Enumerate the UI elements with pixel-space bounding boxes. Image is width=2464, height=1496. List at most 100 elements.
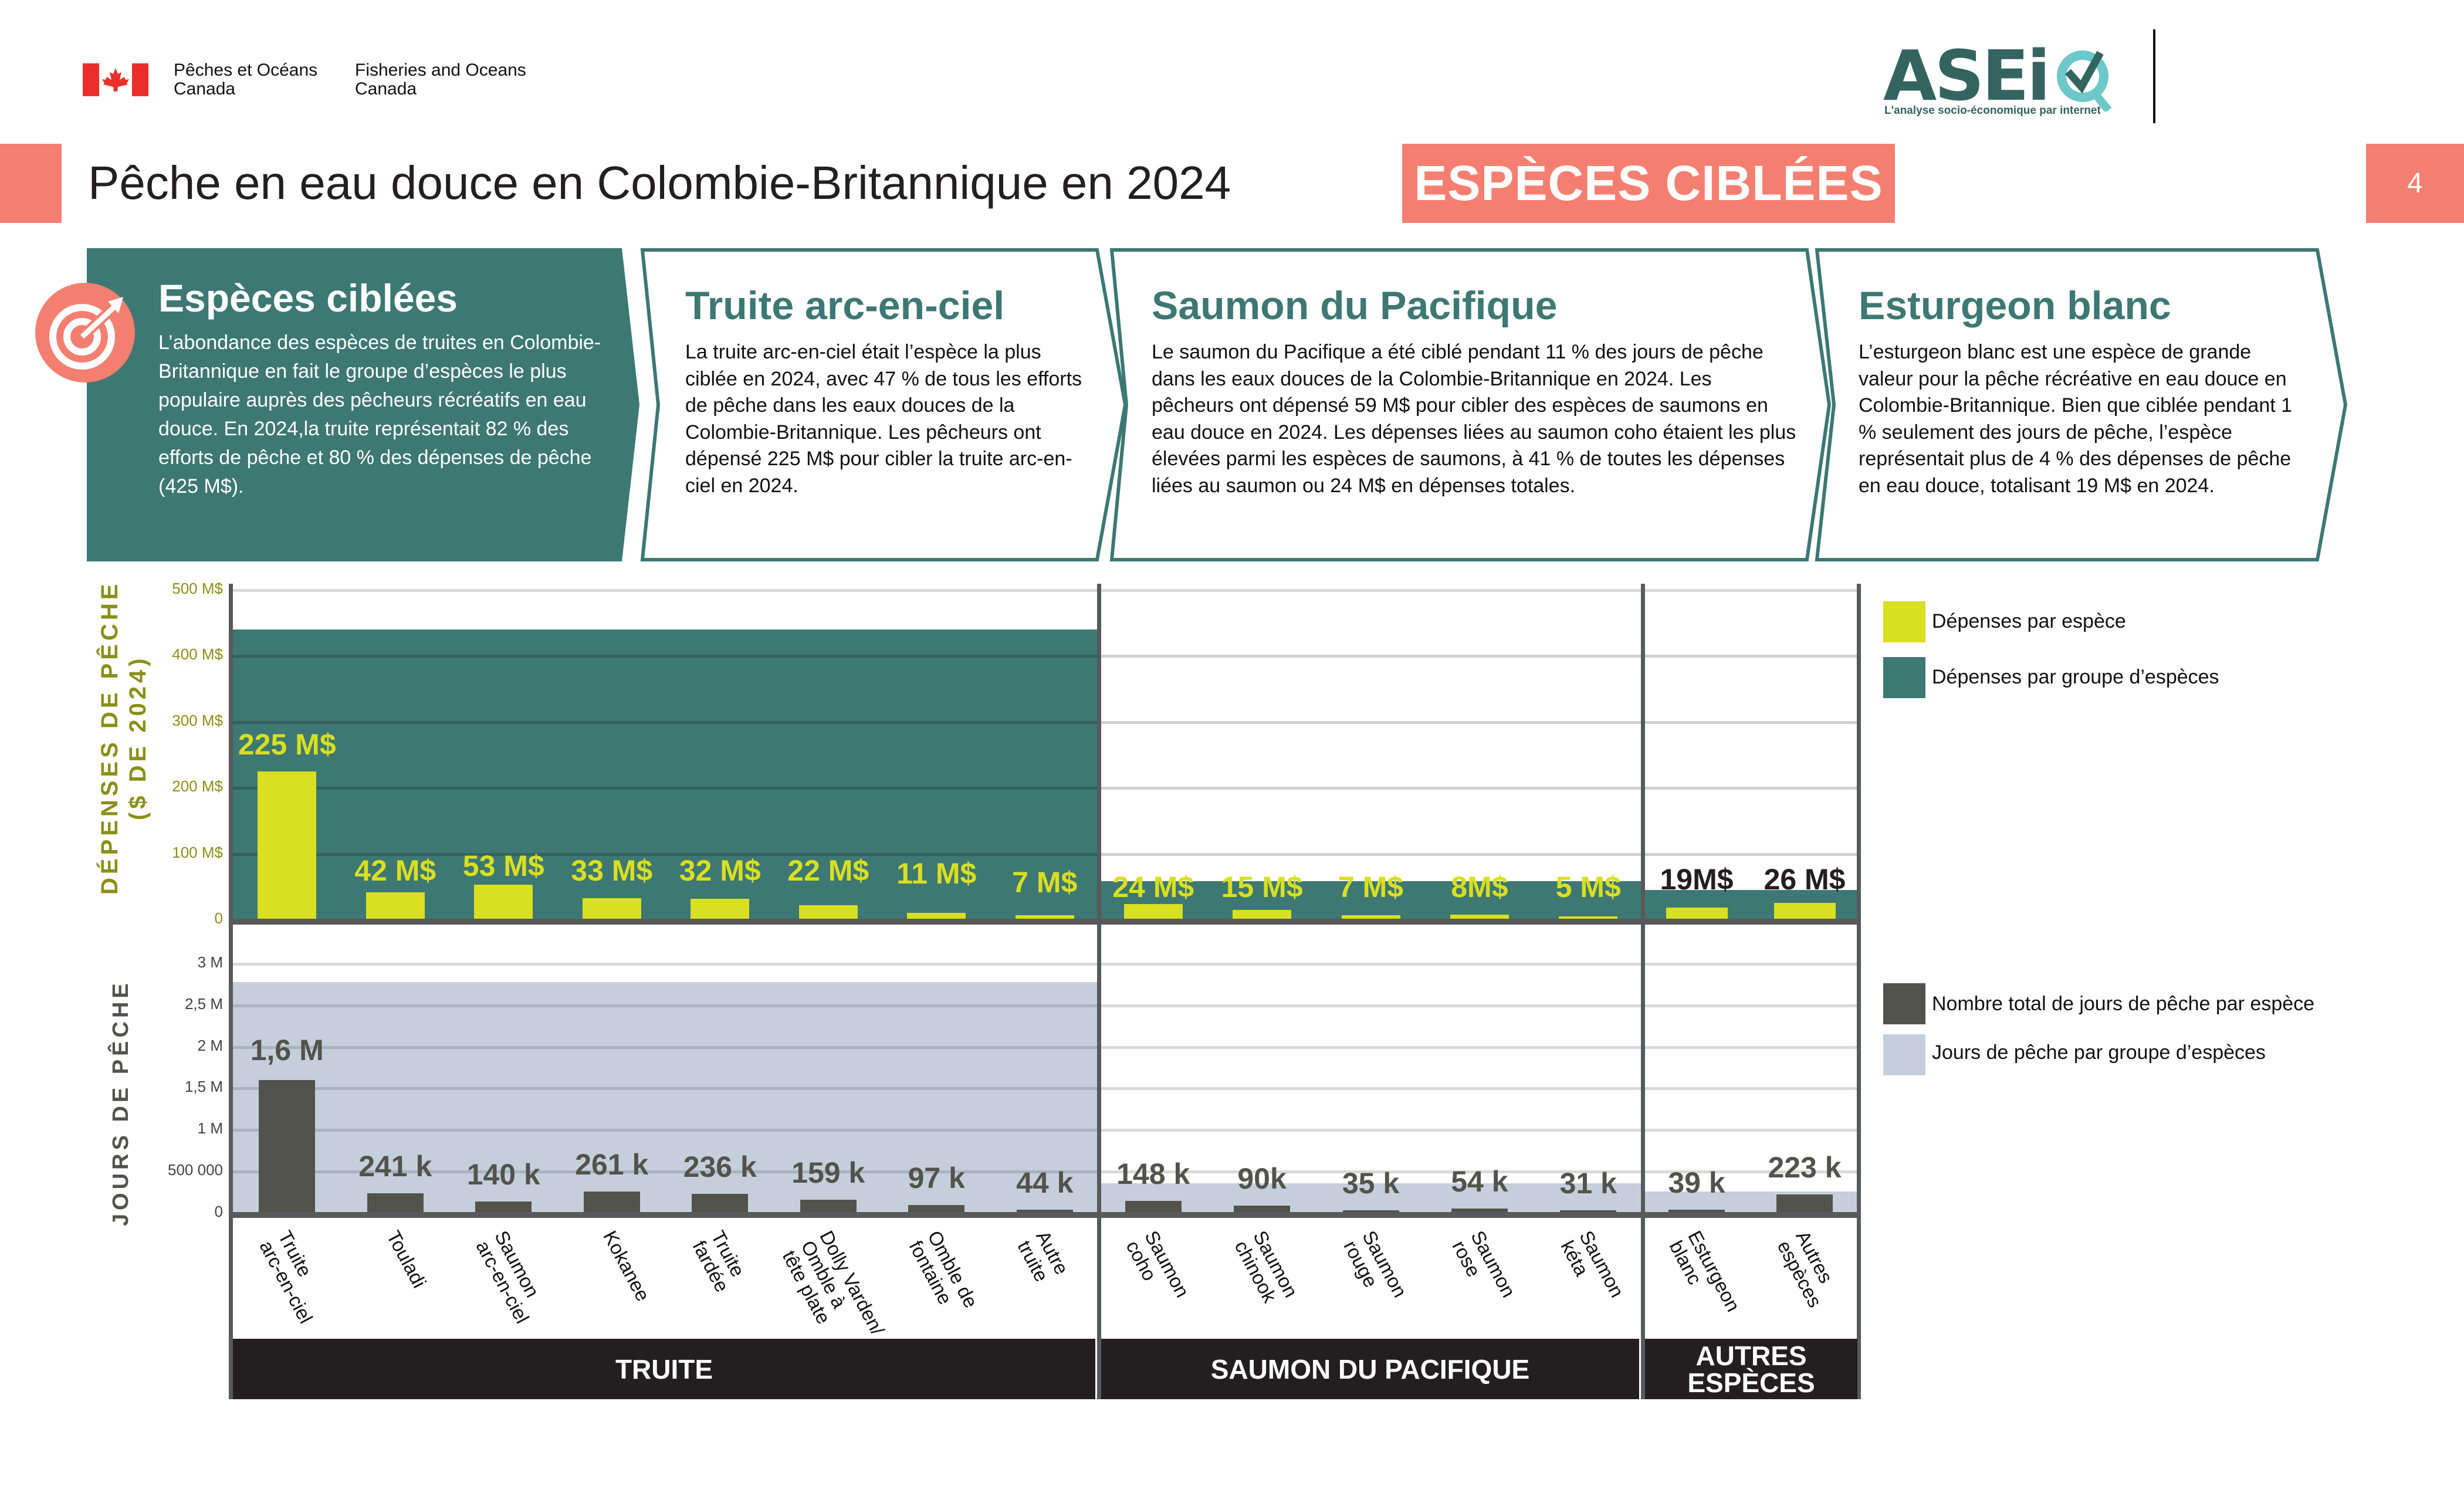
group-days-bar: [233, 982, 1099, 1213]
canada-flag-icon: [83, 63, 148, 96]
page-title: Pêche en eau douce en Colombie-Britanniq…: [88, 157, 1231, 209]
legend-label-spend-group: Dépenses par groupe d’espèces: [1932, 666, 2219, 688]
days-value-label: 261 k: [575, 1148, 649, 1182]
target-arrow-icon: [35, 283, 135, 383]
panel-title-rainbow-trout: Truite arc-en-ciel: [685, 283, 1005, 328]
species-spend-bar: [798, 905, 858, 920]
x-axis-line-spend: [229, 919, 1859, 925]
days-value-label: 39 k: [1668, 1166, 1725, 1200]
x-axis-label: Kokanee: [598, 1227, 654, 1305]
days-value-label: 35 k: [1342, 1167, 1400, 1200]
spend-value-label: 33 M$: [571, 854, 653, 887]
species-days-bar: [1776, 1194, 1833, 1213]
y-tick-days: 3 M: [197, 953, 223, 971]
y-axis-title-days: JOURS DE PÊCHE: [109, 980, 133, 1226]
right-border: [1857, 584, 1861, 1399]
spend-value-label: 7 M$: [1338, 871, 1404, 903]
spend-value-label: 26 M$: [1764, 863, 1846, 896]
x-axis-label: Truite arc-en-ciel: [255, 1227, 317, 1327]
days-value-label: 44 k: [1016, 1166, 1074, 1199]
x-axis-label: Saumon coho: [1122, 1227, 1194, 1301]
days-value-label: 223 k: [1768, 1151, 1842, 1184]
logo-divider: [2153, 29, 2155, 123]
gridline: [233, 787, 1859, 790]
y-tick-spend: 400 M$: [172, 645, 223, 664]
legend-swatch-spend-species: [1883, 601, 1925, 642]
days-value-label: 140 k: [466, 1158, 540, 1192]
y-tick-days: 0: [214, 1203, 223, 1220]
gridline-trout: [233, 1004, 1099, 1007]
intro-text: L’abondance des espèces de truites en Co…: [158, 331, 601, 497]
x-axis-label: Touladi: [382, 1227, 431, 1292]
species-days-bar: [800, 1200, 857, 1213]
panel-text-rainbow-trout: La truite arc-en-ciel était l’espèce la …: [685, 341, 1082, 497]
gridline: [233, 720, 1859, 724]
group-label-salmon: SAUMON DU PACIFIQUE: [1101, 1339, 1639, 1399]
svg-text:ASEi: ASEi: [1883, 41, 2048, 111]
x-axis-line-days: [229, 1212, 1859, 1218]
gridline-trout: [233, 1129, 1099, 1132]
legend-swatch-days-species: [1883, 983, 1925, 1024]
spend-value-label: 225 M$: [238, 728, 336, 761]
legend-label-spend-species: Dépenses par espèce: [1932, 610, 2126, 632]
x-axis-label: Autres espèces: [1773, 1227, 1837, 1311]
legend-label-days-group: Jours de pêche par groupe d’espèces: [1932, 1041, 2266, 1064]
spend-value-label: 19M$: [1660, 863, 1734, 896]
y-tick-spend: 0: [214, 909, 223, 927]
aseiq-logo: ASEi L'analyse socio-économique par inte…: [1883, 35, 2130, 123]
panel-title-pacific-salmon: Saumon du Pacifique: [1152, 283, 1558, 328]
gridline: [233, 852, 1859, 856]
species-spend-bar: [1123, 904, 1183, 920]
species-spend-bar: [365, 892, 425, 920]
days-value-label: 148 k: [1116, 1157, 1190, 1191]
species-spend-bar: [1015, 915, 1074, 920]
species-spend-bar: [1559, 916, 1618, 920]
species-spend-bar: [582, 898, 641, 920]
spend-value-label: 5 M$: [1555, 871, 1621, 903]
panel-text-pacific-salmon: Le saumon du Pacifique a été ciblé penda…: [1152, 341, 1796, 497]
species-spend-bar: [1341, 915, 1400, 920]
gov-name-fr: Pêches et Océans Canada: [174, 60, 318, 99]
y-axis-line: [229, 584, 233, 1399]
intro-title: Espèces ciblées: [158, 276, 458, 320]
species-spend-bar: [691, 899, 750, 920]
gridline-trout: [233, 1087, 1099, 1091]
species-days-bar: [1451, 1209, 1508, 1213]
days-value-label: 1,6 M: [250, 1034, 324, 1067]
group-divider: [1097, 584, 1101, 1399]
x-axis-label: Saumon arc-en-ciel: [472, 1227, 544, 1327]
section-tag: ESPÈCES CIBLÉES: [1402, 144, 1895, 223]
species-days-bar: [692, 1193, 749, 1213]
spend-value-label: 42 M$: [354, 854, 436, 887]
days-value-label: 90k: [1237, 1162, 1287, 1196]
y-tick-days: 500 000: [168, 1161, 223, 1179]
gridline: [233, 589, 1859, 592]
y-tick-days: 1,5 M: [184, 1078, 223, 1096]
species-spend-bar: [907, 912, 966, 920]
y-tick-spend: 500 M$: [172, 580, 223, 597]
gridline: [233, 655, 1859, 658]
species-days-bar: [1668, 1210, 1725, 1213]
x-axis-label: Truite fardée: [688, 1227, 750, 1296]
gridline-trout: [233, 1045, 1099, 1049]
days-value-label: 236 k: [683, 1150, 757, 1183]
gov-name-en: Fisheries and Oceans Canada: [355, 60, 526, 99]
group-label-other: AUTRES ESPÈCES: [1645, 1339, 1857, 1399]
species-spend-bar: [258, 771, 317, 920]
spend-value-label: 24 M$: [1112, 871, 1194, 903]
title-accent-bar: [0, 144, 62, 223]
group-divider: [1641, 584, 1645, 1399]
x-axis-label: Autre truite: [1013, 1227, 1073, 1285]
spend-value-label: 22 M$: [787, 854, 869, 887]
species-spend-bar: [1450, 915, 1509, 920]
group-spend-bar: [1099, 881, 1643, 920]
species-spend-bar: [1773, 902, 1836, 920]
spend-value-label: 11 M$: [896, 857, 977, 890]
days-value-label: 54 k: [1451, 1165, 1508, 1199]
spend-value-label: 15 M$: [1221, 871, 1303, 903]
species-days-bar: [583, 1192, 640, 1213]
species-days-bar: [475, 1201, 532, 1213]
x-axis-label: Omble de fontaine: [905, 1227, 983, 1312]
spend-value-label: 7 M$: [1012, 866, 1078, 899]
group-spend-bar: [233, 629, 1099, 920]
